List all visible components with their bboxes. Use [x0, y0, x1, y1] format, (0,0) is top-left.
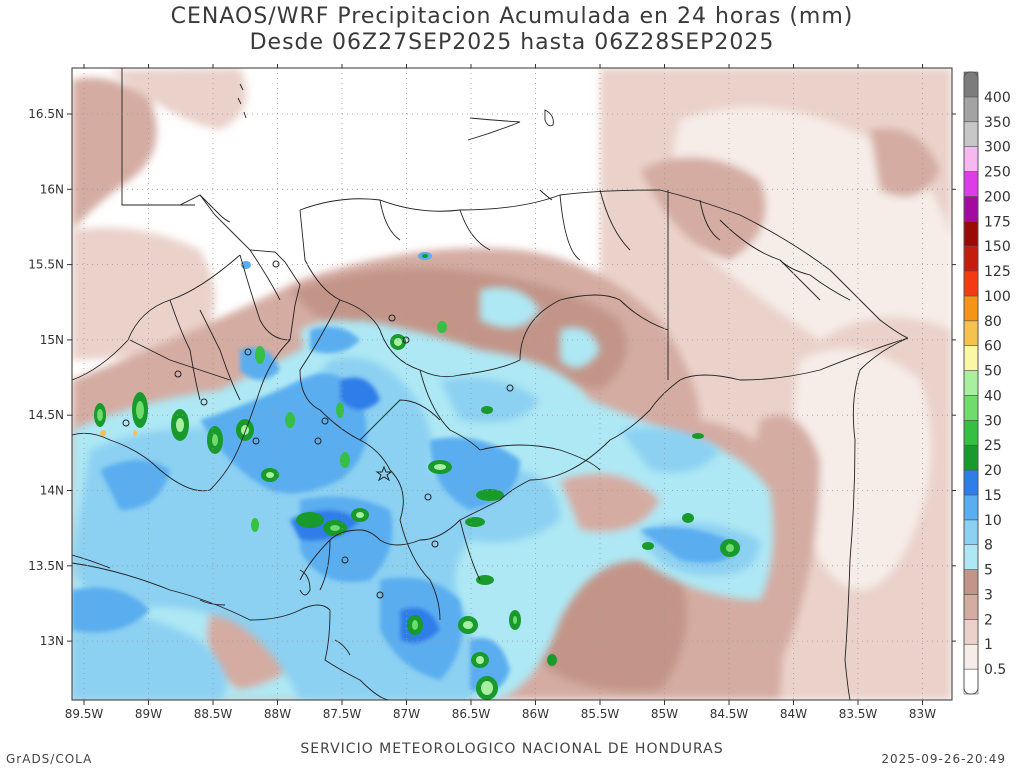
lat-label: 16N — [40, 182, 64, 196]
colorbar-swatch — [963, 494, 979, 521]
country-borders — [72, 68, 909, 700]
colorbar-label: 40 — [984, 388, 1002, 404]
colorbar-swatch — [963, 370, 979, 396]
colorbar-swatch — [963, 146, 979, 172]
colorbar-swatch — [963, 270, 979, 297]
colorbar: 0.5 1 2 3 5 8 10 15 20 25 30 40 50 60 80 100 125 150 175 20… — [963, 71, 1011, 695]
colorbar-swatch — [963, 668, 979, 695]
colorbar-swatch — [963, 444, 979, 471]
colorbar-swatch — [963, 395, 979, 421]
lat-label: 14N — [40, 484, 64, 498]
colorbar-swatch — [963, 345, 979, 371]
plot-frame — [71, 67, 953, 701]
colorbar-label: 200 — [984, 189, 1011, 205]
lat-label: 14.5N — [28, 408, 64, 422]
colorbar-swatch — [963, 519, 979, 546]
latitude-labels: 16.5N 16N 15.5N 15N 14.5N 14N 13.5N 13N — [28, 107, 64, 648]
timestamp: 2025-09-26-20:49 — [881, 752, 1006, 766]
map-title: CENAOS/WRF Precipitacion Acumulada en 24… — [170, 4, 854, 29]
colorbar-swatch — [963, 643, 979, 670]
colorbar-label: 2 — [984, 612, 993, 628]
colorbar-swatch — [963, 544, 979, 570]
axis-ticks — [67, 64, 956, 705]
colorbar-label: 8 — [984, 538, 993, 554]
longitude-labels: 89.5W 89W 88.5W 88W 87.5W 87W 86.5W 86W 85.5W 85W… — [65, 707, 936, 721]
colorbar-swatch — [963, 619, 979, 645]
lon-label: 83.5W — [839, 707, 878, 721]
lon-label: 88W — [264, 707, 291, 721]
colorbar-swatch — [963, 245, 979, 272]
colorbar-label: 1 — [984, 637, 993, 653]
precip-field — [72, 68, 952, 700]
colorbar-label: 100 — [984, 289, 1011, 305]
colorbar-swatch — [963, 196, 979, 222]
lon-label: 88.5W — [194, 707, 233, 721]
colorbar-swatch — [963, 569, 979, 595]
lat-label: 15N — [40, 333, 64, 347]
colorbar-label: 5 — [984, 563, 993, 579]
colorbar-label: 50 — [984, 364, 1002, 380]
colorbar-swatch — [963, 594, 979, 620]
lon-label: 86W — [522, 707, 549, 721]
colorbar-label: 3 — [984, 587, 993, 603]
colorbar-label: 125 — [984, 264, 1011, 280]
lon-label: 84.5W — [710, 707, 749, 721]
lat-label: 13N — [40, 634, 64, 648]
colorbar-swatch — [963, 420, 979, 446]
lon-label: 86.5W — [452, 707, 491, 721]
colorbar-label: 350 — [984, 115, 1011, 131]
colorbar-label: 25 — [984, 438, 1002, 454]
lon-label: 85.5W — [581, 707, 620, 721]
colorbar-label: 10 — [984, 513, 1002, 529]
colorbar-label: 250 — [984, 165, 1011, 181]
colorbar-label: 300 — [984, 140, 1011, 156]
lat-label: 16.5N — [28, 107, 64, 121]
lon-label: 89.5W — [65, 707, 104, 721]
colorbar-swatch — [963, 71, 979, 98]
colorbar-label: 15 — [984, 488, 1002, 504]
lat-label: 13.5N — [28, 559, 64, 573]
colorbar-label: 400 — [984, 90, 1011, 106]
colorbar-label: 80 — [984, 314, 1002, 330]
colorbar-swatch — [963, 96, 979, 123]
colorbar-swatch — [963, 220, 979, 247]
colorbar-swatch — [963, 320, 979, 346]
agency-name: SERVICIO METEOROLOGICO NACIONAL DE HONDU… — [300, 741, 724, 757]
colorbar-label: 0.5 — [984, 662, 1006, 678]
grid-lines — [72, 68, 952, 700]
lon-label: 85W — [651, 707, 678, 721]
colorbar-swatch — [963, 171, 979, 197]
colorbar-swatch — [963, 121, 979, 147]
colorbar-swatch — [963, 295, 979, 322]
lon-label: 87W — [393, 707, 420, 721]
lat-label: 15.5N — [28, 258, 64, 272]
colorbar-label: 150 — [984, 239, 1011, 255]
lon-label: 84W — [780, 707, 807, 721]
colorbar-swatch — [963, 469, 979, 496]
city-markers — [122, 260, 514, 599]
colorbar-label: 30 — [984, 413, 1002, 429]
lon-label: 89W — [135, 707, 162, 721]
software-credit: GrADS/COLA — [6, 752, 93, 766]
lon-label: 83W — [909, 707, 936, 721]
lon-label: 87.5W — [323, 707, 362, 721]
map-subtitle: Desde 06Z27SEP2025 hasta 06Z28SEP2025 — [249, 30, 775, 55]
colorbar-label: 175 — [984, 214, 1011, 230]
colorbar-label: 20 — [984, 463, 1002, 479]
colorbar-label: 60 — [984, 339, 1002, 355]
